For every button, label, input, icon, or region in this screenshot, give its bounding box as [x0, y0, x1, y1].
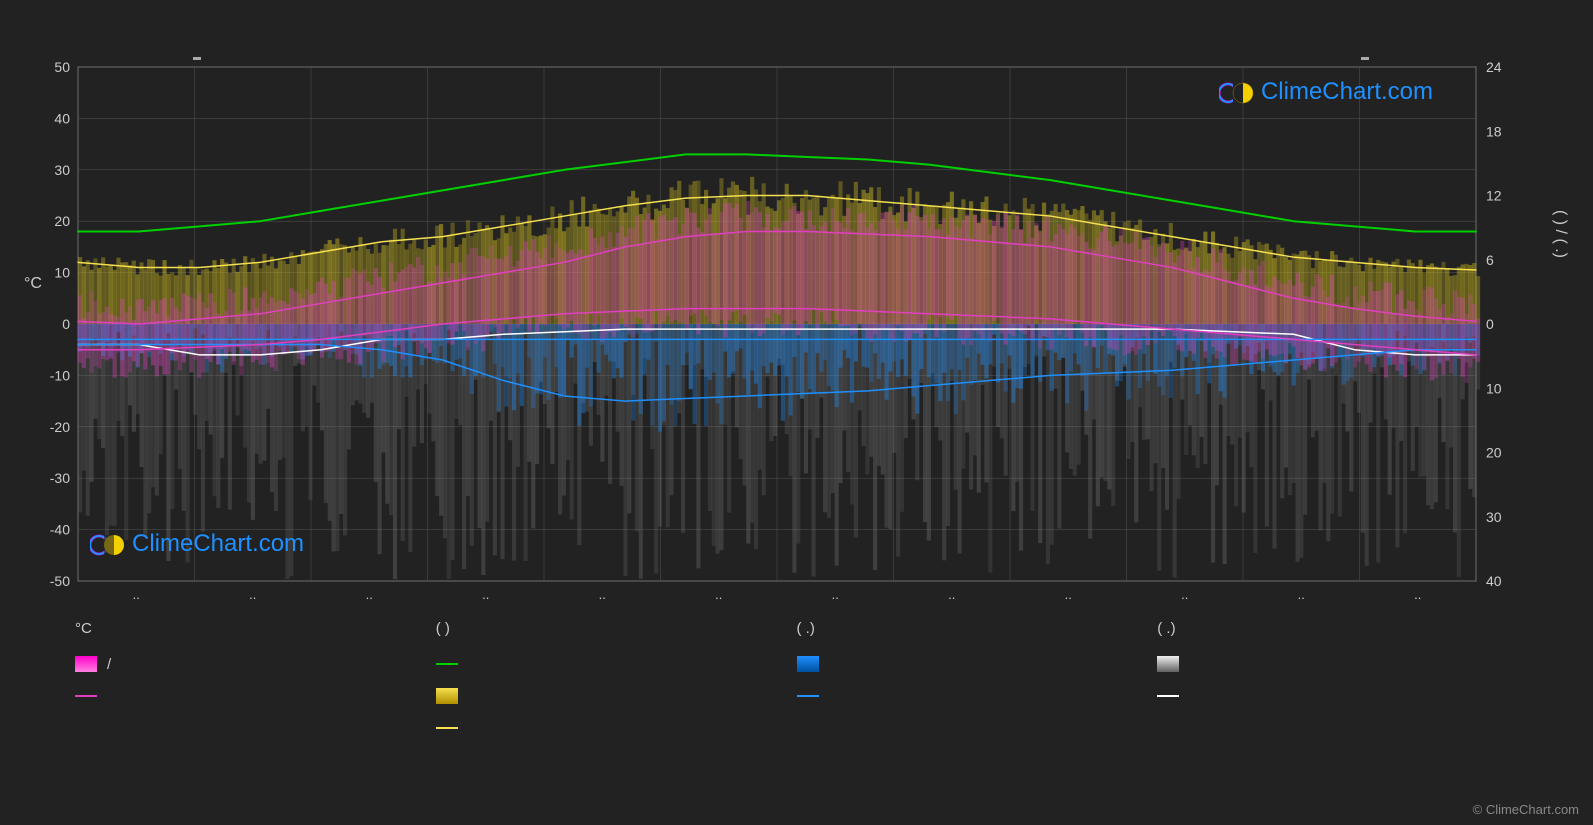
svg-text:..: .. — [599, 587, 606, 602]
legend-item — [1157, 687, 1518, 705]
legend-item — [1157, 655, 1518, 673]
svg-text:-40: -40 — [50, 522, 70, 538]
svg-text:24: 24 — [1486, 59, 1502, 75]
legend-header: °C — [75, 620, 436, 637]
svg-text:20: 20 — [54, 213, 70, 229]
legend-header: ( ) — [436, 620, 797, 637]
svg-text:10: 10 — [1486, 380, 1502, 396]
svg-text:-50: -50 — [50, 573, 70, 589]
legend-item: / — [75, 655, 436, 673]
svg-text:..: .. — [133, 587, 140, 602]
brand-logo-bottom: ClimeChart.com — [90, 530, 304, 559]
legend: °C( )( .)( .) / — [75, 620, 1518, 751]
legend-item — [436, 655, 797, 673]
svg-text:30: 30 — [1486, 509, 1502, 525]
svg-text:..: .. — [1181, 587, 1188, 602]
legend-header: ( .) — [1157, 620, 1518, 637]
svg-text:..: .. — [1298, 587, 1305, 602]
svg-text:18: 18 — [1486, 123, 1502, 139]
legend-item — [436, 687, 797, 705]
y-left-axis-label: °C — [24, 275, 42, 293]
y-right-axis-label: ( ) / ( .) — [1551, 210, 1569, 258]
brand-logo-top: ClimeChart.com — [1219, 78, 1433, 107]
svg-text:40: 40 — [54, 110, 70, 126]
svg-text:0: 0 — [62, 316, 70, 332]
svg-text:..: .. — [482, 587, 489, 602]
svg-text:..: .. — [832, 587, 839, 602]
svg-text:..: .. — [249, 587, 256, 602]
brand-text: ClimeChart.com — [1261, 78, 1433, 105]
copyright-text: © ClimeChart.com — [1473, 802, 1579, 817]
svg-text:-20: -20 — [50, 419, 70, 435]
legend-header: ( .) — [797, 620, 1158, 637]
svg-text:-30: -30 — [50, 470, 70, 486]
legend-item — [436, 719, 797, 737]
svg-text:0: 0 — [1486, 316, 1494, 332]
svg-text:6: 6 — [1486, 252, 1494, 268]
svg-text:..: .. — [715, 587, 722, 602]
brand-text: ClimeChart.com — [132, 530, 304, 557]
svg-text:12: 12 — [1486, 188, 1502, 204]
svg-text:..: .. — [1414, 587, 1421, 602]
legend-item — [797, 687, 1158, 705]
svg-text:..: .. — [948, 587, 955, 602]
svg-text:20: 20 — [1486, 445, 1502, 461]
svg-text:..: .. — [1065, 587, 1072, 602]
legend-item — [797, 655, 1158, 673]
svg-text:30: 30 — [54, 162, 70, 178]
svg-text:10: 10 — [54, 265, 70, 281]
svg-text:40: 40 — [1486, 573, 1502, 589]
svg-text:..: .. — [366, 587, 373, 602]
svg-text:50: 50 — [54, 59, 70, 75]
svg-text:-10: -10 — [50, 367, 70, 383]
legend-item — [75, 687, 436, 705]
